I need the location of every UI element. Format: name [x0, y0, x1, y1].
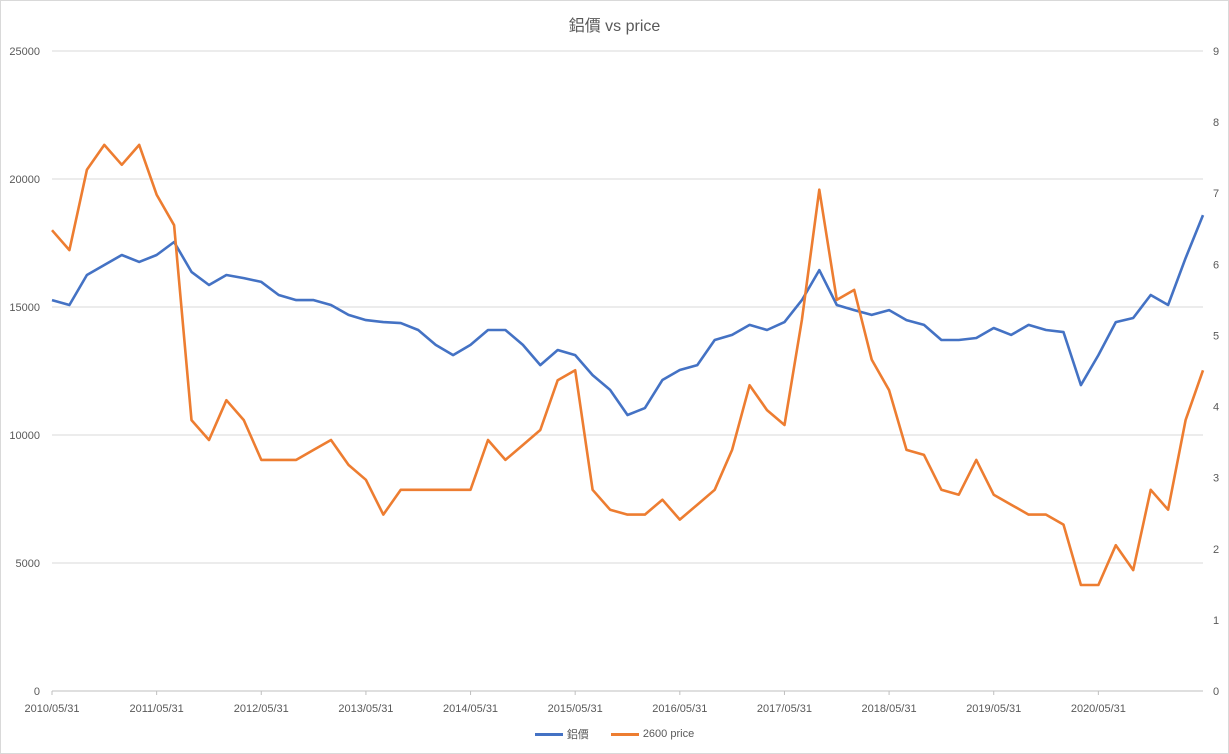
y-left-tick-label: 20000 — [9, 174, 40, 186]
y-right-tick-label: 6 — [1213, 259, 1219, 271]
legend-label: 2600 price — [642, 728, 695, 740]
y-right-tick-label: 9 — [1213, 46, 1219, 58]
x-tick-label: 2013/05/31 — [338, 703, 393, 715]
y-right-tick-label: 1 — [1213, 615, 1219, 627]
x-tick-label: 2010/05/31 — [24, 703, 79, 715]
y-left-tick-label: 5000 — [16, 558, 40, 570]
legend-label: 鋁價 — [566, 729, 589, 741]
x-tick-label: 2019/05/31 — [966, 703, 1021, 715]
y-left-tick-label: 15000 — [9, 302, 40, 314]
series-line-2600-price — [51, 143, 1205, 587]
y-right-tick-label: 4 — [1213, 402, 1219, 414]
y-right-tick-label: 3 — [1213, 473, 1219, 485]
x-tick-label: 2018/05/31 — [862, 703, 917, 715]
legend-item-2600-price: 2600 price — [610, 726, 695, 742]
y-right-tick-label: 7 — [1213, 188, 1219, 200]
y-left-tick-label: 10000 — [9, 430, 40, 442]
legend-item-aluminum: 鋁價 — [534, 726, 589, 742]
y-right-tick-label: 2 — [1213, 544, 1219, 556]
legend-swatch-2600-price — [610, 732, 639, 736]
y-right-tick-label: 5 — [1213, 330, 1219, 342]
x-tick-label: 2017/05/31 — [757, 703, 812, 715]
y-left-tick-label: 25000 — [9, 46, 40, 58]
y-right-tick-label: 0 — [1213, 686, 1219, 698]
legend: 鋁價 2600 price — [0, 726, 1229, 742]
chart-title: 鋁價 vs price — [568, 18, 661, 35]
x-tick-label: 2020/05/31 — [1071, 703, 1126, 715]
x-tick-label: 2016/05/31 — [652, 703, 707, 715]
y-left-tick-label: 0 — [34, 686, 40, 698]
x-tick-label: 2015/05/31 — [548, 703, 603, 715]
y-right-tick-label: 8 — [1213, 117, 1219, 129]
series-line-aluminum-price — [51, 214, 1205, 417]
x-tick-label: 2014/05/31 — [443, 703, 498, 715]
x-tick-label: 2012/05/31 — [234, 703, 289, 715]
x-tick-label: 2011/05/31 — [130, 703, 184, 715]
legend-swatch-aluminum — [534, 732, 563, 736]
